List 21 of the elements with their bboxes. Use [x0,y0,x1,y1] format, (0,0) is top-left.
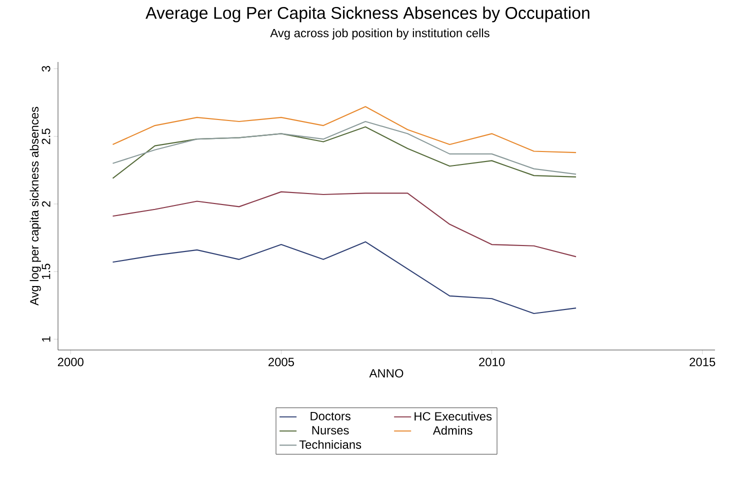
y-tick-label: 1 [42,336,50,342]
line-series [112,120,577,175]
y-axis-title: Avg log per capita sickness absences [30,106,41,306]
legend-label: Nurses [312,426,349,434]
line-series [112,106,577,154]
x-tick-label: 2015 [690,358,716,366]
chart-subtitle: Avg across job position by institution cells [270,28,490,40]
y-tick-label: 1.5 [42,264,50,279]
legend-label: Admins [432,426,472,435]
y-tick-label: 2 [42,201,50,207]
x-tick-label: 2000 [58,358,84,366]
legend-label: Technicians [299,440,362,449]
legend-label: Doctors [310,412,350,420]
x-axis-title: ANNO [369,369,404,378]
x-tick-label: 2005 [268,358,294,366]
line-series [112,191,577,258]
chart-title: Average Log Per Capita Sickness Absences by Occupation [146,6,590,22]
x-tick-label: 2010 [479,358,505,366]
legend-label: HC Executives [414,412,492,421]
y-tick-label: 3 [42,66,50,72]
y-tick-label: 2.5 [42,128,50,144]
